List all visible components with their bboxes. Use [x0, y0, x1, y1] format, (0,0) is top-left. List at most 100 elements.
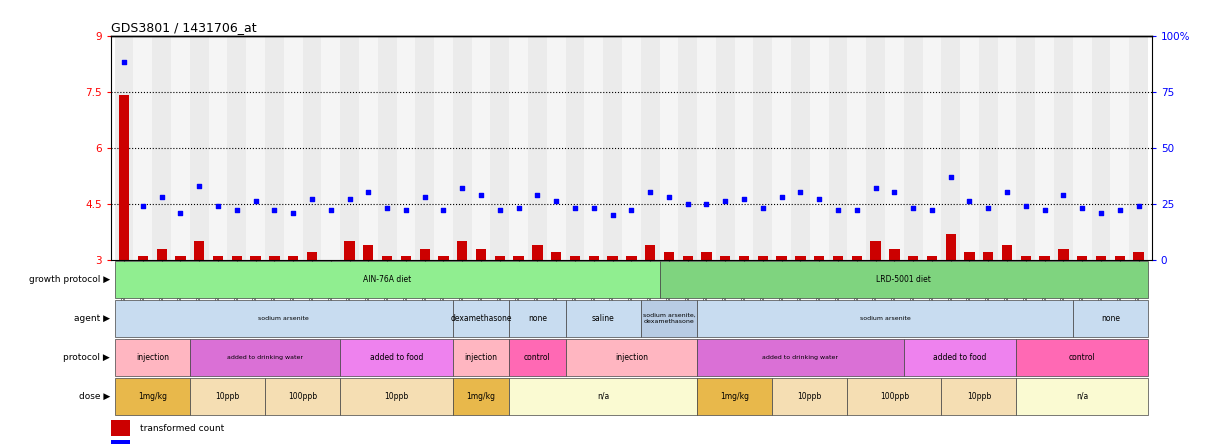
Bar [397, 36, 415, 260]
Point [1072, 205, 1091, 212]
Bar [697, 339, 903, 376]
Point [1091, 209, 1111, 216]
Bar [377, 36, 397, 260]
Bar [134, 36, 152, 260]
Bar [566, 36, 585, 260]
Bar [1096, 256, 1106, 260]
Bar [683, 256, 693, 260]
Bar [509, 300, 566, 337]
Text: dexamethasone: dexamethasone [450, 314, 511, 323]
Point [566, 205, 585, 212]
Text: 100ppb: 100ppb [880, 392, 909, 401]
Bar [157, 249, 166, 260]
Bar [246, 36, 265, 260]
Point [415, 194, 434, 201]
Bar [171, 36, 189, 260]
Bar [434, 36, 453, 260]
Point [490, 207, 509, 214]
Text: GDS3801 / 1431706_at: GDS3801 / 1431706_at [111, 21, 257, 34]
Bar [175, 256, 186, 260]
Text: none: none [1101, 314, 1120, 323]
Point [603, 211, 622, 218]
Bar [885, 36, 903, 260]
Bar [1002, 245, 1012, 260]
Point [847, 207, 866, 214]
Point [209, 202, 228, 210]
Point [303, 196, 322, 203]
Bar [420, 249, 429, 260]
Point [997, 189, 1017, 196]
Bar [942, 378, 1017, 415]
Point [941, 173, 960, 180]
Bar [640, 36, 660, 260]
Point [715, 198, 734, 205]
Bar [115, 378, 189, 415]
Bar [1091, 36, 1111, 260]
Text: 10ppb: 10ppb [797, 392, 822, 401]
Bar [1035, 36, 1054, 260]
Text: added to drinking water: added to drinking water [227, 355, 303, 360]
Bar [702, 252, 712, 260]
Bar [115, 36, 134, 260]
Text: agent ▶: agent ▶ [74, 314, 110, 323]
Point [960, 198, 979, 205]
Bar [697, 378, 772, 415]
Bar [514, 256, 523, 260]
Point [189, 182, 209, 189]
Bar [814, 256, 825, 260]
Point [115, 59, 134, 66]
Bar [608, 256, 617, 260]
Bar [453, 300, 509, 337]
Bar [589, 256, 599, 260]
Bar [363, 245, 374, 260]
Bar [1054, 36, 1073, 260]
Bar [1040, 256, 1049, 260]
Bar [269, 256, 280, 260]
Text: saline: saline [592, 314, 615, 323]
Bar [663, 252, 674, 260]
Bar [754, 36, 772, 260]
Text: 10ppb: 10ppb [967, 392, 991, 401]
Text: 10ppb: 10ppb [385, 392, 409, 401]
Bar [476, 249, 486, 260]
Text: injection: injection [615, 353, 648, 362]
Text: sodium arsenite: sodium arsenite [860, 316, 911, 321]
Bar [472, 36, 491, 260]
Bar [340, 36, 359, 260]
Bar [1111, 36, 1129, 260]
Point [321, 207, 340, 214]
Bar [306, 252, 317, 260]
Bar [734, 36, 754, 260]
Bar [228, 36, 246, 260]
Bar [509, 36, 528, 260]
Text: n/a: n/a [1076, 392, 1088, 401]
Text: control: control [525, 353, 551, 362]
Point [772, 194, 791, 201]
Bar [640, 300, 697, 337]
Text: 1mg/kg: 1mg/kg [720, 392, 749, 401]
Bar [321, 36, 340, 260]
Bar [528, 36, 546, 260]
Bar [189, 378, 265, 415]
Point [509, 205, 528, 212]
Point [660, 194, 679, 201]
Bar [791, 36, 809, 260]
Bar [903, 339, 1017, 376]
Point [246, 198, 265, 205]
Bar [795, 256, 806, 260]
Bar [757, 256, 768, 260]
Point [283, 209, 303, 216]
Text: growth protocol ▶: growth protocol ▶ [29, 275, 110, 284]
Text: 1mg/kg: 1mg/kg [467, 392, 496, 401]
Bar [340, 339, 453, 376]
Point [1129, 202, 1148, 210]
Point [227, 207, 246, 214]
Text: control: control [1069, 353, 1095, 362]
Bar [848, 36, 866, 260]
Bar [1059, 249, 1069, 260]
Bar [111, 440, 130, 444]
Bar [942, 36, 960, 260]
Point [1054, 191, 1073, 198]
Bar [626, 256, 637, 260]
Point [584, 205, 603, 212]
